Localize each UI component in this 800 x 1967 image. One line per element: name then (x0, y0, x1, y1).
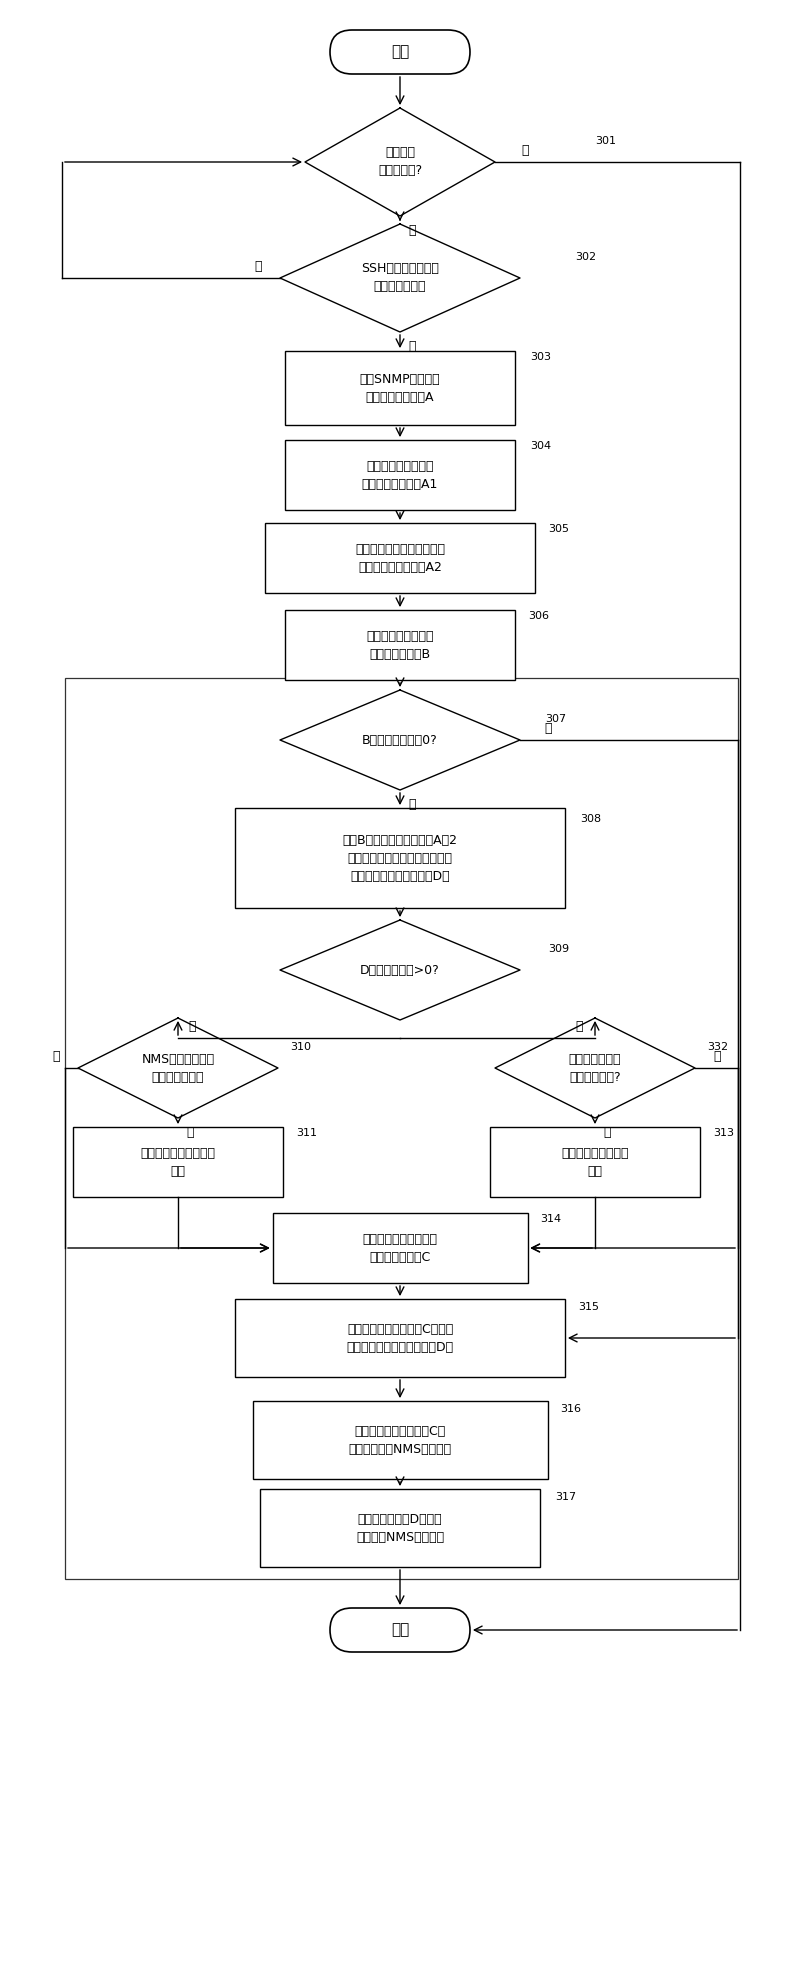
Text: 314: 314 (540, 1214, 561, 1223)
Text: 303: 303 (530, 352, 551, 362)
Text: B中的元素个数为0?: B中的元素个数为0? (362, 734, 438, 747)
Text: 是: 是 (408, 224, 416, 236)
Polygon shape (280, 921, 520, 1021)
Bar (265, 523, 535, 592)
Text: 根据SNMP协议获取
进程参数数据集合A: 根据SNMP协议获取 进程参数数据集合A (360, 372, 440, 403)
Text: 否: 否 (408, 797, 416, 810)
Text: D中元素的个数>0?: D中元素的个数>0? (360, 964, 440, 976)
Bar (253, 1401, 547, 1479)
Text: 开始: 开始 (391, 45, 409, 59)
Text: 未发送过关注进
程不在线告警?: 未发送过关注进 程不在线告警? (569, 1052, 622, 1084)
Text: 结束: 结束 (391, 1623, 409, 1637)
Text: 316: 316 (560, 1404, 581, 1414)
Text: 是: 是 (544, 722, 552, 734)
Polygon shape (78, 1019, 278, 1117)
Text: 332: 332 (707, 1043, 728, 1052)
Text: 发送关注进程在线告警
清除: 发送关注进程在线告警 清除 (141, 1147, 215, 1178)
Polygon shape (495, 1019, 695, 1117)
Text: 305: 305 (548, 523, 569, 533)
Text: 301: 301 (595, 136, 616, 146)
Text: 是: 是 (188, 1019, 196, 1033)
Text: 308: 308 (580, 814, 601, 824)
Text: 否: 否 (575, 1019, 582, 1033)
Text: SSH用指定用户名、
密码是否可连通: SSH用指定用户名、 密码是否可连通 (361, 262, 439, 293)
Bar (285, 350, 515, 425)
Bar (273, 1214, 527, 1282)
Text: 306: 306 (528, 612, 549, 622)
Text: 是: 是 (408, 340, 416, 352)
Text: 311: 311 (296, 1127, 317, 1139)
Text: 313: 313 (713, 1127, 734, 1139)
Polygon shape (305, 108, 495, 216)
Text: 否: 否 (522, 144, 529, 157)
Text: 否: 否 (254, 260, 262, 273)
Bar (490, 1127, 700, 1198)
Text: 过滤掉相同的进程得
进程参数数据集合A1: 过滤掉相同的进程得 进程参数数据集合A1 (362, 460, 438, 490)
Text: 是: 是 (603, 1125, 610, 1139)
Text: 将待更新关注进程集合C中
的元素更新到NMS数据库中: 将待更新关注进程集合C中 的元素更新到NMS数据库中 (349, 1424, 451, 1456)
Text: 304: 304 (530, 441, 551, 450)
Polygon shape (280, 690, 520, 791)
Text: 是否开启
了轮询开关?: 是否开启 了轮询开关? (378, 146, 422, 177)
Text: 从数据库获取该网元
的关注进程集合B: 从数据库获取该网元 的关注进程集合B (366, 629, 434, 661)
Text: 310: 310 (290, 1043, 311, 1052)
Bar (285, 610, 515, 681)
FancyBboxPatch shape (330, 1607, 470, 1652)
Text: 302: 302 (575, 252, 596, 262)
Text: 315: 315 (578, 1302, 599, 1312)
Text: 过滤状态为不在线的进程，
得进程参数数据集合A2: 过滤状态为不在线的进程， 得进程参数数据集合A2 (355, 543, 445, 574)
Bar (285, 441, 515, 509)
FancyBboxPatch shape (330, 30, 470, 75)
Text: 307: 307 (545, 714, 566, 724)
Bar (260, 1489, 540, 1568)
Bar (235, 1298, 565, 1377)
Text: 否: 否 (714, 1050, 721, 1062)
Text: NMS是否已产生过
不在线告警信息: NMS是否已产生过 不在线告警信息 (142, 1052, 214, 1084)
Text: 否: 否 (52, 1050, 60, 1062)
Bar (235, 808, 565, 909)
Polygon shape (280, 224, 520, 332)
Bar (73, 1127, 283, 1198)
Text: 是: 是 (186, 1125, 194, 1139)
Bar (65, 679, 738, 1580)
Text: 317: 317 (555, 1493, 576, 1503)
Text: 将关注进程增加到待更
新关注进程集合C: 将关注进程增加到待更 新关注进程集合C (362, 1233, 438, 1263)
Text: 对于B中任一关注进程，在A中2
寻找与关注进程名称相同的关注
进程并置于实时进程集合D中: 对于B中任一关注进程，在A中2 寻找与关注进程名称相同的关注 进程并置于实时进程… (342, 834, 458, 883)
Text: 309: 309 (548, 944, 569, 954)
Text: 将实时进程集合D中的元
素更新到NMS数据库中: 将实时进程集合D中的元 素更新到NMS数据库中 (356, 1513, 444, 1544)
Text: 将待更新关注进程集合C中的所
有进程增加到实时进程集合D中: 将待更新关注进程集合C中的所 有进程增加到实时进程集合D中 (346, 1322, 454, 1353)
Text: 发送关注进程不在线
告警: 发送关注进程不在线 告警 (562, 1147, 629, 1178)
